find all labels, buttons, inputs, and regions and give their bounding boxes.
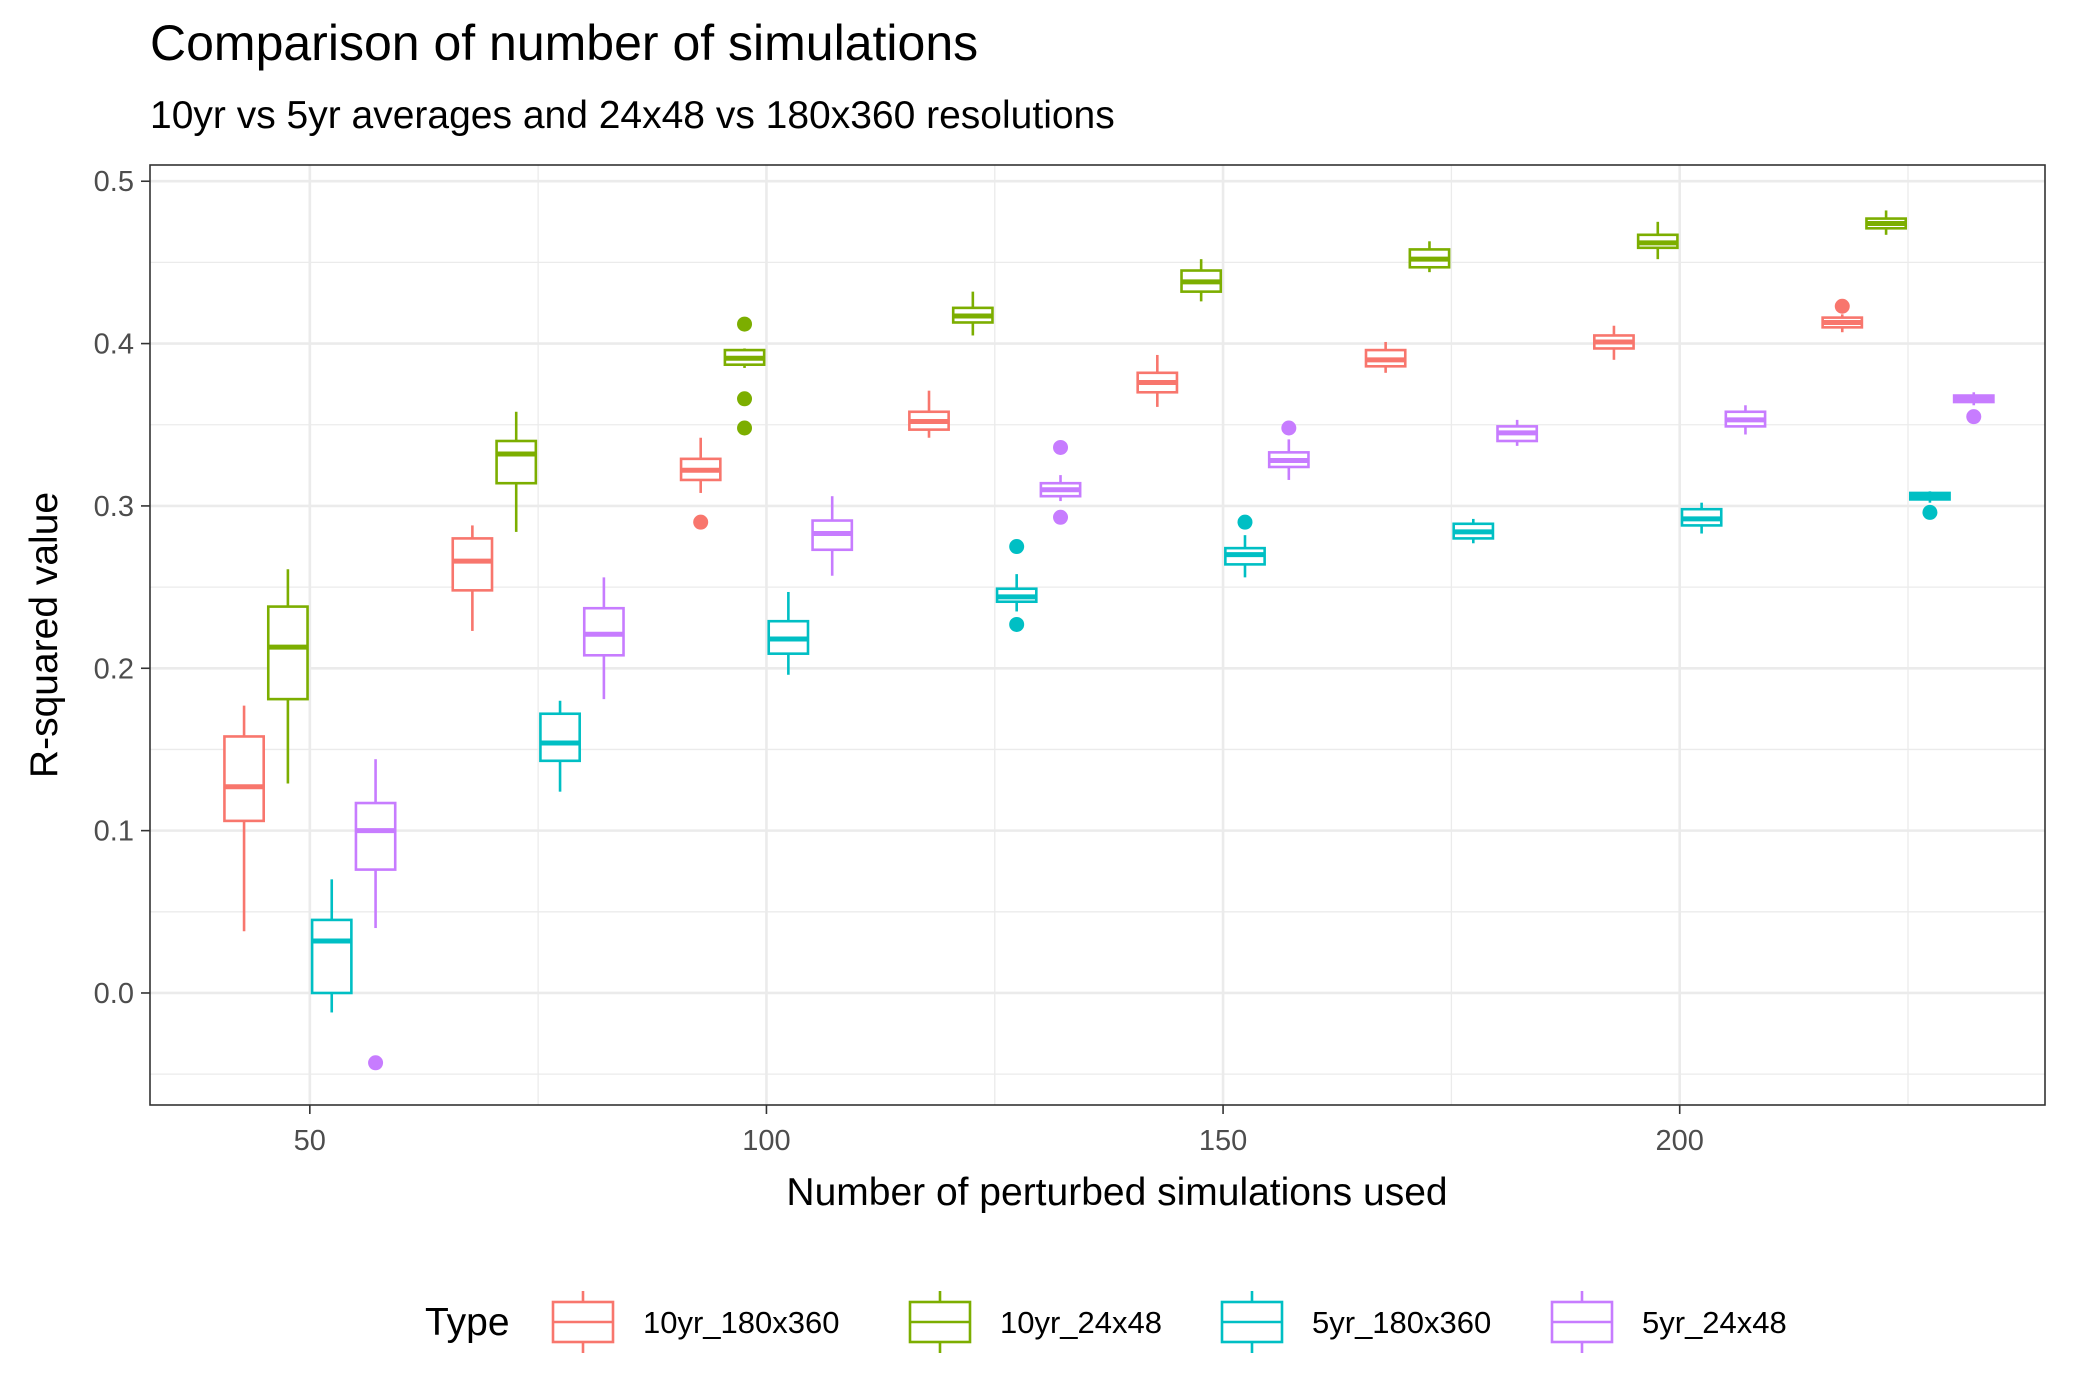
outlier-point	[737, 420, 753, 436]
box-10yr_180x360-125	[908, 390, 950, 438]
box-5yr_24x48-150	[1267, 420, 1310, 480]
box-layer	[223, 210, 1995, 1071]
box-10yr_180x360-225	[1821, 298, 1864, 333]
x-tick-label: 200	[1656, 1125, 1704, 1157]
box-10yr_24x48-50	[266, 569, 309, 784]
box-5yr_180x360-200	[1680, 502, 1723, 534]
legend-title: Type	[425, 1301, 510, 1344]
outlier-point	[1834, 298, 1850, 314]
outlier-point	[1053, 509, 1069, 525]
legend-label: 10yr_180x360	[643, 1305, 840, 1340]
box-10yr_180x360-50	[223, 705, 265, 932]
box-5yr_24x48-75	[582, 577, 625, 700]
x-tick-label: 50	[294, 1125, 326, 1157]
box-5yr_24x48-50	[354, 759, 397, 1071]
y-tick-label: 0.5	[94, 166, 134, 198]
box-5yr_24x48-200	[1724, 405, 1767, 435]
box-body	[451, 537, 494, 592]
outlier-point	[737, 391, 753, 407]
box-5yr_180x360-50	[310, 879, 353, 1013]
legend-item-5yr_24x48: 5yr_24x48	[1550, 1291, 1787, 1353]
panel-border	[149, 164, 2046, 1106]
box-body	[539, 712, 581, 763]
box-5yr_180x360-125	[995, 539, 1038, 632]
outlier-point	[1009, 539, 1025, 555]
box-5yr_180x360-150	[1224, 514, 1266, 578]
box-5yr_24x48-175	[1496, 419, 1539, 446]
box-body	[495, 439, 538, 485]
y-tick-label: 0.2	[94, 653, 134, 685]
grid-lines	[150, 165, 2045, 1105]
box-10yr_180x360-175	[1364, 341, 1407, 373]
legend-label: 10yr_24x48	[1000, 1305, 1162, 1340]
box-body	[266, 605, 309, 701]
axes: 0.0 0.1 0.2 0.3 0.4 0.5 50 100 150 200	[94, 166, 1704, 1157]
outlier-point	[1922, 504, 1938, 520]
box-5yr_180x360-175	[1452, 518, 1495, 544]
outlier-point	[1009, 616, 1025, 632]
box-10yr_24x48-75	[495, 411, 538, 532]
y-tick-label: 0.1	[94, 816, 134, 848]
box-10yr_24x48-225	[1865, 210, 1908, 235]
y-axis-title: R-squared value	[23, 492, 66, 778]
box-body	[354, 801, 397, 871]
legend-item-10yr_180x360: 10yr_180x360	[551, 1291, 840, 1353]
box-body	[223, 735, 265, 823]
legend-label: 5yr_24x48	[1642, 1305, 1787, 1340]
box-5yr_24x48-225	[1952, 392, 1995, 425]
legend-label: 5yr_180x360	[1312, 1305, 1491, 1340]
outlier-point	[1237, 514, 1253, 530]
box-5yr_180x360-100	[767, 591, 810, 675]
box-5yr_180x360-75	[539, 700, 581, 792]
x-tick-label: 150	[1199, 1125, 1247, 1157]
plot-panel	[150, 165, 2045, 1105]
box-10yr_24x48-100	[723, 316, 766, 436]
box-10yr_180x360-75	[451, 525, 494, 631]
box-10yr_180x360-100	[679, 437, 722, 530]
chart-title: Comparison of number of simulations	[150, 15, 978, 71]
box-10yr_24x48-150	[1180, 259, 1223, 302]
box-10yr_24x48-125	[951, 291, 994, 336]
outlier-point	[693, 514, 709, 530]
box-10yr_24x48-175	[1408, 241, 1451, 273]
box-body	[310, 918, 353, 995]
outlier-point	[368, 1055, 384, 1071]
x-tick-label: 100	[742, 1125, 790, 1157]
legend-item-10yr_24x48: 10yr_24x48	[908, 1291, 1162, 1353]
y-tick-label: 0.3	[94, 491, 134, 523]
legend-item-5yr_180x360: 5yr_180x360	[1220, 1291, 1491, 1353]
box-10yr_180x360-150	[1136, 354, 1179, 407]
box-10yr_180x360-200	[1593, 325, 1635, 360]
box-5yr_180x360-225	[1908, 491, 1951, 520]
chart-subtitle: 10yr vs 5yr averages and 24x48 vs 180x36…	[150, 94, 1115, 137]
y-tick-label: 0.0	[94, 978, 134, 1010]
outlier-point	[1053, 439, 1069, 455]
box-10yr_24x48-200	[1636, 221, 1679, 260]
legend: Type 10yr_180x360 10yr_24x48 5yr_180x360 5y…	[425, 1291, 1787, 1353]
y-tick-label: 0.4	[94, 329, 134, 361]
box-5yr_24x48-125	[1039, 439, 1082, 525]
outlier-point	[1281, 420, 1297, 436]
outlier-point	[737, 316, 753, 332]
outlier-point	[1966, 409, 1982, 425]
box-5yr_24x48-100	[811, 496, 854, 576]
x-axis-title: Number of perturbed simulations used	[786, 1171, 1447, 1214]
